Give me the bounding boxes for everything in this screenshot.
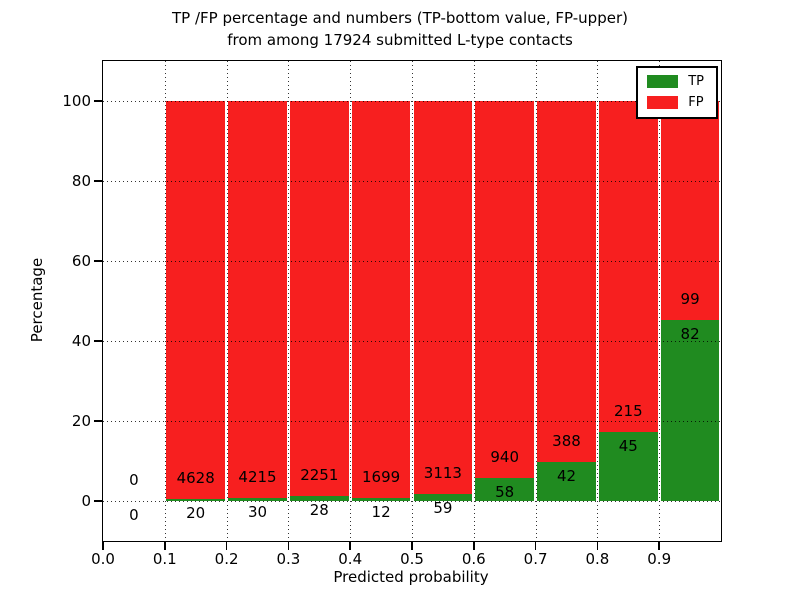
x-tick-mark: [473, 542, 475, 550]
y-tick-label: 60: [71, 252, 91, 270]
bar-tp-segment: [351, 498, 411, 501]
legend-label-tp: TP: [688, 74, 704, 89]
x-tick-mark: [411, 542, 413, 550]
x-tick-mark: [658, 542, 660, 550]
x-tick-mark: [596, 542, 599, 550]
plot-area: TP FP 0 0 4628 20 4215 30 2251 28 1699 12 3113 59 94…: [62, 60, 722, 568]
x-tick-label: 0.2: [214, 550, 239, 568]
y-tick-label: 20: [71, 412, 91, 430]
v-gridline: [350, 61, 352, 541]
tp-count-label: 58: [495, 482, 515, 501]
x-tick-label: 0.1: [152, 550, 177, 568]
tp-count-label: 28: [309, 501, 329, 520]
x-tick-mark: [349, 542, 351, 550]
v-gridline: [226, 61, 228, 541]
y-tick-label: 100: [62, 92, 91, 110]
bar-tp-segment: [166, 499, 226, 501]
fp-count-label: 4628: [176, 469, 215, 488]
bar-tp-segment: [660, 319, 720, 501]
bar-fp-segment: [475, 101, 535, 478]
v-gridline: [288, 61, 290, 541]
tp-count-label: 59: [433, 498, 453, 517]
legend-row-fp: FP: [647, 96, 704, 109]
v-gridline: [535, 61, 537, 541]
x-tick-mark: [287, 542, 290, 550]
bar-fp-segment: [166, 101, 226, 500]
fp-count-label: 3113: [423, 463, 462, 482]
x-tick-label: 0.6: [461, 550, 486, 568]
x-tick-label: 0.5: [400, 550, 424, 568]
y-tick-mark: [94, 180, 102, 182]
bar-fp-segment: [413, 101, 473, 494]
y-tick-mark: [94, 340, 102, 342]
x-tick-label: 0.0: [91, 550, 115, 568]
fp-count-label: 2251: [300, 466, 339, 485]
fp-count-label: 940: [490, 447, 520, 466]
tp-count-label: 20: [186, 504, 206, 523]
fp-count-label: 388: [552, 432, 581, 451]
tp-count-label: 12: [371, 503, 391, 522]
x-tick-mark: [225, 542, 228, 550]
tp-count-label: 30: [247, 503, 268, 522]
legend-swatch-fp: [647, 96, 679, 109]
x-tick-label: 0.3: [276, 550, 301, 568]
bar-tp-segment: [537, 461, 596, 501]
y-tick-label: 0: [81, 492, 91, 510]
x-tick-label: 0.8: [585, 550, 610, 568]
v-gridline: [659, 61, 661, 541]
x-tick-mark: [102, 542, 104, 550]
legend-row-tp: TP: [647, 75, 704, 88]
y-tick-mark: [94, 500, 102, 502]
y-tick-mark: [94, 260, 102, 262]
fp-count-label: 99: [680, 290, 700, 308]
y-tick-label: 40: [71, 332, 91, 350]
fp-count-label: 1699: [362, 468, 401, 487]
fp-count-label: 4215: [238, 468, 277, 487]
tp-count-label: 82: [680, 324, 700, 343]
legend-swatch-tp: [647, 75, 679, 88]
y-axis-label: Percentage: [28, 257, 46, 343]
v-gridline: [473, 61, 475, 541]
v-gridline: [597, 61, 599, 541]
fp-count-label: 0: [129, 471, 139, 490]
tp-count-label: 42: [556, 466, 577, 485]
tp-count-label: 45: [618, 436, 638, 455]
bar-tp-segment: [228, 498, 287, 501]
bar-tp-segment: [475, 477, 535, 501]
x-tick-label: 0.4: [338, 550, 363, 568]
legend: TP FP: [636, 66, 718, 119]
x-tick-label: 0.7: [523, 550, 548, 568]
bar-fp-segment: [537, 101, 596, 462]
bar-tp-segment: [598, 431, 658, 501]
y-tick-mark: [94, 100, 102, 102]
legend-label-fp: FP: [688, 95, 704, 110]
tp-count-label: 0: [129, 506, 139, 524]
bar-fp-segment: [598, 101, 658, 432]
x-tick-label: 0.9: [647, 550, 672, 568]
bar-fp-segment: [660, 101, 720, 320]
v-gridline: [164, 61, 166, 541]
v-gridline: [412, 61, 413, 541]
x-tick-mark: [164, 542, 166, 550]
bar-fp-segment: [228, 101, 287, 499]
chart-title-line2: from among 17924 submitted L-type contac…: [227, 31, 573, 49]
chart-title: TP /FP percentage and numbers (TP-bottom…: [70, 7, 730, 51]
bar-fp-segment: [289, 101, 349, 497]
x-axis-label: Predicted probability: [333, 568, 489, 586]
bar-fp-segment: [351, 101, 411, 499]
bar-tp-segment: [289, 496, 349, 501]
x-tick-mark: [534, 542, 537, 550]
fp-count-label: 215: [613, 401, 643, 420]
bar-tp-segment: [413, 493, 473, 501]
y-tick-mark: [94, 420, 102, 422]
y-tick-label: 80: [71, 172, 91, 190]
chart-title-line1: TP /FP percentage and numbers (TP-bottom…: [172, 9, 628, 27]
